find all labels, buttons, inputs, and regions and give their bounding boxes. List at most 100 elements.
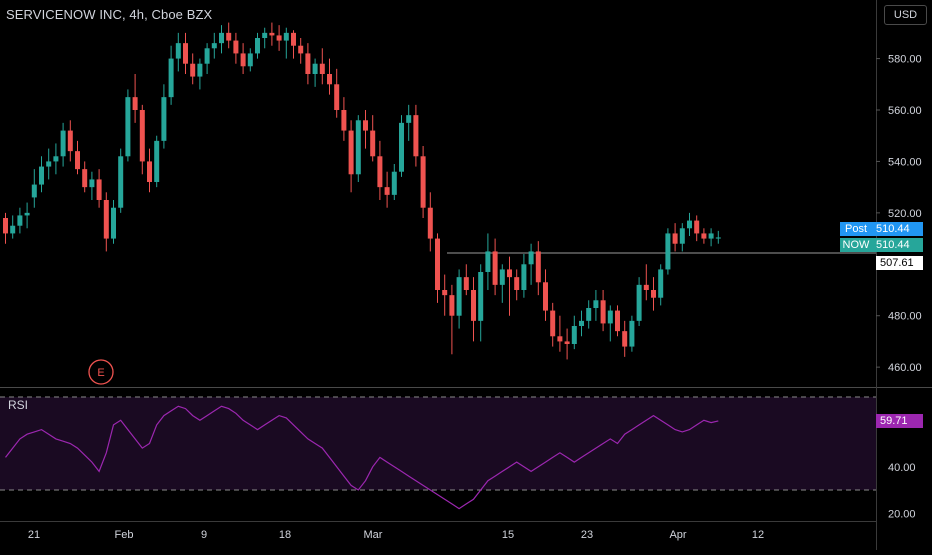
candle-body xyxy=(615,310,620,332)
candle xyxy=(355,115,361,182)
candle-body xyxy=(370,130,376,157)
candle xyxy=(406,104,412,141)
candle-body xyxy=(701,233,707,239)
candle-body xyxy=(564,341,570,344)
time-tick-label: 12 xyxy=(752,529,764,541)
candle-body xyxy=(132,97,138,110)
candle xyxy=(499,264,505,303)
post-value: 510.44 xyxy=(872,222,923,236)
candle-body xyxy=(103,200,109,239)
candle-body xyxy=(355,120,361,175)
candle xyxy=(46,148,52,180)
time-tick-label: Apr xyxy=(669,529,686,541)
candle-body xyxy=(694,220,700,234)
candle xyxy=(10,215,16,239)
candle xyxy=(543,269,548,321)
candle xyxy=(211,32,217,59)
candle xyxy=(132,74,138,123)
candle xyxy=(341,97,347,141)
candle xyxy=(255,32,260,59)
candle xyxy=(276,25,282,51)
earnings-marker[interactable]: E xyxy=(88,359,114,385)
candle-body xyxy=(658,269,664,298)
candle-body xyxy=(240,53,246,67)
candle-body xyxy=(46,161,52,167)
symbol-title[interactable]: SERVICENOW INC, 4h, Cboe BZX xyxy=(6,7,213,22)
candle-body xyxy=(82,169,88,188)
candle-body xyxy=(334,84,340,110)
earnings-letter: E xyxy=(97,367,104,379)
candle-body xyxy=(233,40,239,54)
rsi-axis[interactable]: 40.00 20.00 xyxy=(888,462,916,521)
candle xyxy=(283,27,289,59)
candle-body xyxy=(341,110,347,131)
price-tick-label: 580.00 xyxy=(888,54,922,66)
candle xyxy=(665,228,671,275)
candle-body xyxy=(348,130,354,175)
candle xyxy=(262,27,268,49)
candle-body xyxy=(283,32,289,41)
candle-body xyxy=(305,53,311,74)
rsi-indicator-label[interactable]: RSI xyxy=(8,398,29,412)
candle-body xyxy=(211,43,217,49)
candle xyxy=(658,264,664,306)
candle xyxy=(456,269,462,329)
candle-body xyxy=(463,277,469,290)
rsi-line xyxy=(5,405,719,510)
candle xyxy=(319,48,325,85)
candle-body xyxy=(492,251,498,285)
candle-body xyxy=(622,331,628,347)
candle xyxy=(485,233,491,290)
candle-body xyxy=(456,277,462,316)
candle xyxy=(89,171,95,200)
candle xyxy=(607,305,613,342)
candle xyxy=(651,277,656,311)
candle-body xyxy=(298,45,304,54)
candle xyxy=(694,215,700,242)
candle xyxy=(384,171,390,208)
candle-body xyxy=(363,120,368,131)
candle xyxy=(312,58,318,87)
candle-body xyxy=(139,110,145,162)
candle xyxy=(269,22,275,46)
candle xyxy=(600,290,606,332)
candle xyxy=(363,110,368,149)
currency-button[interactable]: USD xyxy=(884,5,927,25)
candle-body xyxy=(291,32,296,46)
candle-body xyxy=(168,58,174,98)
time-axis[interactable]: 21 Feb 9 18 Mar 15 23 Apr 12 xyxy=(28,529,764,541)
candle-body xyxy=(593,300,599,308)
candle-body xyxy=(377,156,383,188)
candle xyxy=(521,254,527,298)
candle-body xyxy=(499,269,505,285)
candle-body xyxy=(255,38,260,54)
candle xyxy=(53,143,59,175)
candle xyxy=(82,161,88,193)
candle-body xyxy=(399,122,404,172)
candle-body xyxy=(319,63,325,74)
price-tick-label: 560.00 xyxy=(888,105,922,117)
earnings-icon[interactable] xyxy=(88,359,114,385)
candle-body xyxy=(715,237,721,239)
candle-body xyxy=(636,284,642,321)
candle-body xyxy=(550,310,556,337)
candle xyxy=(168,45,174,105)
candle xyxy=(463,264,469,296)
candle xyxy=(535,241,541,296)
line-level-tag: 507.61 xyxy=(876,256,923,270)
candle xyxy=(204,43,210,74)
candle-body xyxy=(118,156,124,208)
candle-body xyxy=(521,264,527,290)
time-tick-label: 23 xyxy=(581,529,593,541)
candle xyxy=(427,192,433,252)
candle-body xyxy=(607,310,613,324)
candle xyxy=(550,302,556,347)
candle xyxy=(60,122,66,167)
time-tick-label: 15 xyxy=(502,529,514,541)
candle xyxy=(571,315,577,350)
candle-body xyxy=(190,63,196,77)
candle-body xyxy=(219,32,224,44)
candle xyxy=(399,115,404,177)
